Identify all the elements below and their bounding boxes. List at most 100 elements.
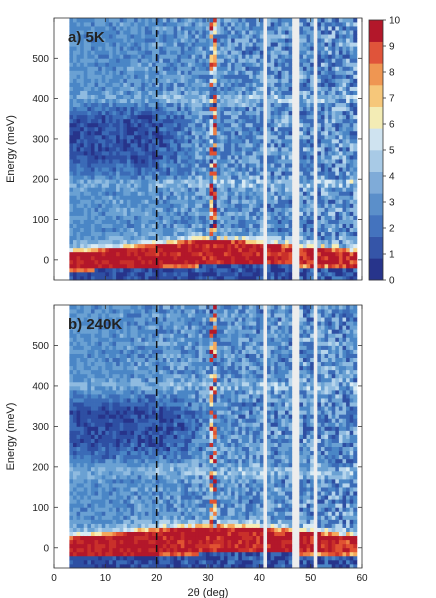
heatmap-cell xyxy=(331,62,336,67)
heatmap-cell xyxy=(123,207,128,212)
heatmap-cell xyxy=(342,106,347,112)
heatmap-cell xyxy=(205,187,210,192)
heatmap-cell xyxy=(76,235,81,241)
heatmap-cell xyxy=(112,271,117,277)
heatmap-cell xyxy=(270,70,275,75)
heatmap-cell xyxy=(335,151,340,156)
heatmap-cell xyxy=(184,142,189,148)
heatmap-cell xyxy=(328,239,333,245)
detector-gap-cell xyxy=(313,183,318,188)
heatmap-cell xyxy=(277,255,282,261)
heatmap-cell xyxy=(191,243,196,249)
heatmap-cell xyxy=(241,118,246,124)
heatmap-cell xyxy=(277,46,282,51)
heatmap-cell xyxy=(216,110,221,116)
heatmap-cell xyxy=(126,50,131,55)
heatmap-cell xyxy=(170,102,174,108)
heatmap-cell xyxy=(173,126,178,132)
heatmap-cell xyxy=(105,70,110,75)
heatmap-cell xyxy=(101,155,106,160)
heatmap-cell xyxy=(245,167,250,172)
heatmap-cell xyxy=(270,54,275,59)
heatmap-cell xyxy=(274,62,279,67)
heatmap-cell xyxy=(331,94,336,100)
heatmap-cell xyxy=(220,134,225,140)
heatmap-cell xyxy=(191,54,196,59)
heatmap-cell xyxy=(144,54,149,59)
heatmap-cell xyxy=(170,219,174,224)
heatmap-cell xyxy=(148,239,153,245)
heatmap-cell xyxy=(134,34,139,39)
heatmap-cell xyxy=(191,235,196,241)
heatmap-cell xyxy=(234,187,239,192)
heatmap-cell xyxy=(72,275,77,281)
heatmap-cell xyxy=(213,275,218,281)
heatmap-cell xyxy=(148,155,153,160)
heatmap-cell xyxy=(101,62,106,67)
heatmap-cell xyxy=(285,34,289,39)
heatmap-cell xyxy=(69,50,74,55)
detector-gap-cell xyxy=(263,102,268,108)
heatmap-cell xyxy=(195,18,200,23)
heatmap-cell xyxy=(317,34,322,39)
heatmap-cell xyxy=(238,46,243,51)
detector-gap-cell xyxy=(295,82,300,87)
heatmap-cell xyxy=(141,251,146,257)
heatmap-cell xyxy=(299,231,304,237)
heatmap-cell xyxy=(245,207,250,212)
heatmap-cell xyxy=(331,102,336,108)
heatmap-cell xyxy=(317,247,322,253)
heatmap-cell xyxy=(144,235,149,241)
heatmap-cell xyxy=(101,46,106,51)
heatmap-cell xyxy=(72,122,77,128)
heatmap-cell xyxy=(69,215,74,220)
heatmap-cell xyxy=(285,134,289,140)
heatmap-cell xyxy=(94,70,99,75)
heatmap-cell xyxy=(342,142,347,148)
heatmap-cell xyxy=(173,34,178,39)
heatmap-cell xyxy=(220,74,225,79)
heatmap-cell xyxy=(310,42,315,47)
heatmap-cell xyxy=(173,30,178,35)
heatmap-cell xyxy=(238,275,243,281)
heatmap-cell xyxy=(277,118,282,124)
heatmap-cell xyxy=(101,167,106,172)
heatmap-cell xyxy=(180,82,185,87)
detector-gap-cell xyxy=(295,102,300,108)
heatmap-cell xyxy=(112,211,117,216)
heatmap-cell xyxy=(166,130,171,136)
heatmap-cell xyxy=(288,54,293,59)
heatmap-cell xyxy=(256,171,261,176)
heatmap-cell xyxy=(198,26,203,31)
heatmap-cell xyxy=(116,183,121,188)
heatmap-cell xyxy=(94,163,99,168)
heatmap-cell xyxy=(137,102,142,108)
heatmap-cell xyxy=(155,26,160,31)
heatmap-cell xyxy=(72,259,77,265)
heatmap-cell xyxy=(191,114,196,120)
detector-gap-cell xyxy=(295,22,300,27)
heatmap-cell xyxy=(220,187,225,192)
heatmap-cell xyxy=(302,86,307,91)
heatmap-cell xyxy=(335,94,340,100)
heatmap-cell xyxy=(270,219,275,224)
heatmap-cell xyxy=(141,219,146,224)
heatmap-cell xyxy=(76,22,81,27)
heatmap-cell xyxy=(241,102,246,108)
heatmap-cell xyxy=(152,126,157,132)
heatmap-cell xyxy=(209,70,214,75)
heatmap-cell xyxy=(234,239,239,245)
heatmap-cell xyxy=(241,126,246,132)
heatmap-cell xyxy=(324,151,329,156)
heatmap-cell xyxy=(231,223,236,228)
heatmap-cell xyxy=(223,62,228,67)
heatmap-cell xyxy=(187,243,192,249)
heatmap-cell xyxy=(216,38,221,43)
heatmap-cell xyxy=(331,146,336,152)
heatmap-cell xyxy=(213,191,218,196)
heatmap-cell xyxy=(162,231,167,237)
heatmap-cell xyxy=(259,146,264,152)
heatmap-cell xyxy=(342,50,347,55)
heatmap-cell xyxy=(191,187,196,192)
heatmap-cell xyxy=(198,239,203,245)
